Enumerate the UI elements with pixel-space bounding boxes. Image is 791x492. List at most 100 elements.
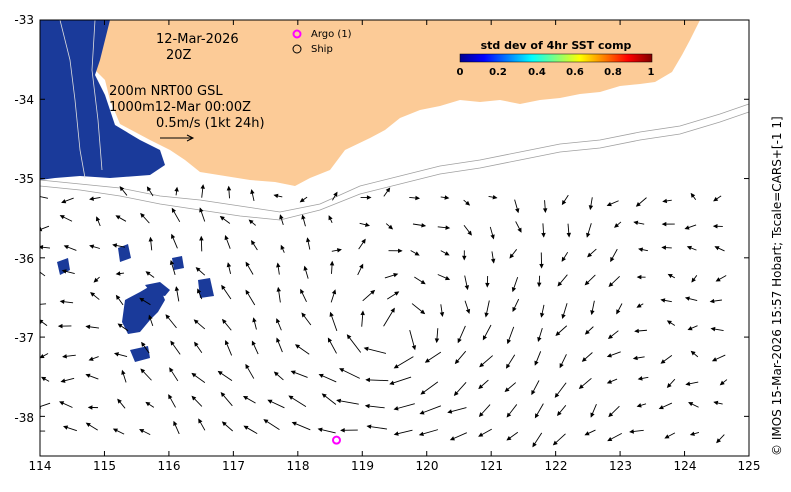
- current-vector-head: [263, 419, 269, 424]
- y-tick-label: -33: [14, 13, 34, 27]
- current-vector-head: [607, 436, 613, 442]
- current-vector-head: [712, 224, 718, 229]
- current-vector-head: [482, 335, 488, 341]
- current-vector: [40, 196, 49, 199]
- current-vector-head: [411, 345, 417, 351]
- colorbar-title: std dev of 4hr SST comp: [481, 39, 632, 52]
- current-vector-head: [689, 431, 695, 436]
- current-vector-head: [444, 251, 450, 256]
- current-vector-head: [537, 282, 542, 288]
- current-vector-head: [199, 235, 204, 241]
- current-vector-head: [393, 431, 399, 436]
- current-vector-head: [226, 185, 232, 191]
- current-vector: [420, 405, 442, 415]
- current-vector-head: [606, 201, 612, 207]
- current-vector-head: [306, 237, 311, 243]
- current-vector-head: [191, 372, 197, 378]
- current-vector-head: [584, 280, 590, 286]
- current-vector-head: [280, 244, 285, 250]
- current-vector-head: [561, 200, 567, 206]
- current-vector-head: [393, 272, 399, 278]
- current-vector-head: [638, 247, 644, 252]
- current-vector-head: [445, 275, 451, 281]
- legend: Argo (1) Ship: [292, 29, 352, 55]
- map-date: 12-Mar-2026: [156, 32, 239, 47]
- current-vector-head: [661, 245, 667, 250]
- current-vector-head: [511, 287, 517, 293]
- current-vector-head: [610, 256, 615, 263]
- current-vector-head: [584, 431, 590, 436]
- current-vector-head: [57, 323, 63, 329]
- x-tick-label: 117: [222, 459, 245, 473]
- current-vector-head: [515, 208, 520, 214]
- current-vector-head: [195, 267, 201, 272]
- current-vector-head: [636, 303, 642, 308]
- current-vector-head: [393, 364, 399, 369]
- current-vector-head: [420, 309, 426, 315]
- x-tick-label: 115: [93, 459, 116, 473]
- current-vector-head: [414, 251, 420, 256]
- argo-legend-marker: [292, 29, 302, 39]
- current-vector-head: [112, 243, 118, 248]
- current-vector-head: [479, 362, 485, 368]
- x-tick-label: 118: [287, 459, 310, 473]
- current-vector-head: [141, 341, 146, 347]
- current-vector-head: [688, 402, 694, 407]
- colorbar-tick: 0.8: [604, 67, 622, 78]
- current-vector-head: [492, 195, 498, 200]
- x-tick-label: 122: [545, 459, 568, 473]
- current-vector: [390, 376, 412, 385]
- current-vector-head: [63, 425, 69, 430]
- current-vector-head: [390, 307, 395, 313]
- vector-scale-arrow: [160, 134, 195, 142]
- current-vector-head: [245, 363, 250, 370]
- current-vector-head: [388, 224, 394, 230]
- current-vector-head: [169, 367, 174, 373]
- current-vector-head: [453, 391, 459, 396]
- current-vector-head: [174, 286, 180, 292]
- contour-info-1000m: 1000m12-Mar 00:00Z: [109, 100, 251, 115]
- current-vector-head: [542, 208, 548, 214]
- current-vector-head: [606, 353, 612, 358]
- current-vector-head: [711, 357, 718, 362]
- current-vector-head: [398, 248, 403, 254]
- current-vector-head: [89, 244, 95, 249]
- current-vector-head: [420, 390, 426, 395]
- current-vector-head: [245, 261, 250, 267]
- current-vector-head: [686, 245, 692, 251]
- current-vector-head: [490, 258, 496, 264]
- current-vector-head: [464, 285, 470, 291]
- current-vector-head: [290, 370, 296, 375]
- current-vector-head: [636, 274, 642, 280]
- current-vector-head: [219, 216, 225, 221]
- current-vector-head: [291, 421, 297, 426]
- current-vector-head: [421, 223, 427, 228]
- current-vector-head: [541, 232, 546, 238]
- current-vector-head: [224, 339, 230, 346]
- current-vector-head: [505, 363, 511, 369]
- current-vector-head: [629, 429, 634, 434]
- current-vector-head: [90, 292, 96, 297]
- current-vector-head: [148, 236, 154, 242]
- x-tick-label: 125: [738, 459, 761, 473]
- current-vector: [40, 402, 51, 408]
- current-vector-head: [552, 440, 558, 446]
- current-vector-head: [370, 289, 376, 295]
- current-vector-head: [588, 205, 594, 211]
- current-vector-head: [608, 412, 614, 418]
- current-vector-head: [556, 411, 562, 417]
- current-vector-head: [719, 380, 725, 386]
- current-vector-head: [690, 192, 696, 198]
- current-vector-head: [614, 223, 620, 228]
- colorbar-tick: 1: [648, 67, 655, 78]
- current-vector-head: [339, 368, 345, 373]
- current-vector-head: [478, 432, 484, 437]
- current-vector-head: [139, 297, 145, 303]
- current-vector-head: [661, 221, 667, 227]
- current-vector-head: [329, 311, 334, 317]
- vector-scale-label: 0.5m/s (1kt 24h): [156, 116, 265, 131]
- argo-float-marker[interactable]: [331, 435, 341, 445]
- current-vector-head: [251, 340, 256, 346]
- current-vector-head: [276, 337, 281, 343]
- current-vector-head: [59, 299, 65, 304]
